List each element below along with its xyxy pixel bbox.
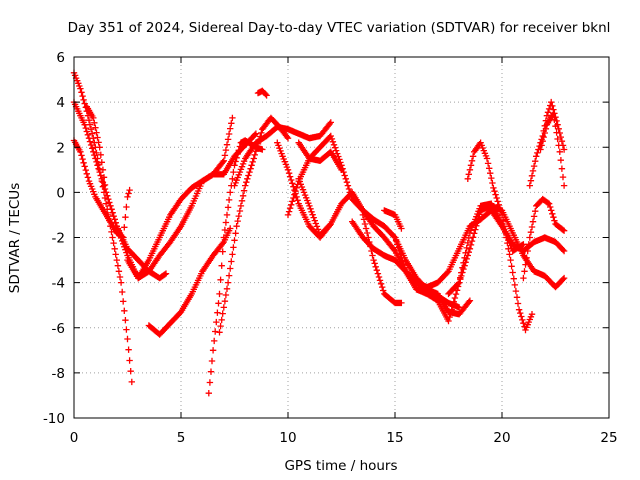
point-markers: [231, 119, 334, 189]
series-track-17: [381, 207, 405, 232]
series-track-16: [359, 211, 405, 307]
point-markers: [295, 139, 345, 173]
point-markers: [464, 139, 536, 334]
y-axis-label: SDTVAR / TECUs: [7, 183, 23, 293]
x-tick-label: 10: [279, 430, 296, 446]
point-markers: [526, 98, 568, 189]
data-points: [70, 69, 568, 397]
x-tick-label: 5: [177, 430, 186, 446]
point-markers: [295, 175, 334, 239]
series-track-21: [526, 98, 568, 189]
y-tick-label: -4: [52, 276, 65, 292]
point-markers: [145, 225, 234, 338]
chart-title: Day 351 of 2024, Sidereal Day-to-day VTE…: [68, 20, 611, 36]
series-track-22: [537, 110, 568, 189]
series-track-23: [520, 195, 568, 282]
point-markers: [520, 195, 568, 282]
x-tick-label: 20: [493, 430, 510, 446]
y-tick-label: -2: [52, 231, 65, 247]
series-track-20: [464, 139, 536, 334]
series-track-10: [254, 87, 270, 99]
y-tick-label: 4: [56, 95, 65, 111]
point-markers: [537, 110, 568, 189]
series-track-9: [231, 119, 334, 189]
point-markers: [254, 87, 270, 99]
x-axis-label: GPS time / hours: [284, 458, 397, 474]
y-tick-label: -10: [43, 411, 65, 427]
y-tick-label: -8: [52, 366, 65, 382]
y-tick-label: 0: [56, 185, 65, 201]
series-track-14: [295, 175, 334, 239]
axis-ticks: 0 5 10 15 20 25 -10 -8 -6 -4 -2 0 2 4 6: [43, 50, 618, 446]
x-tick-label: 25: [600, 430, 617, 446]
point-markers: [359, 211, 405, 307]
series-track-6: [145, 225, 234, 338]
series-track-13: [295, 139, 345, 173]
point-markers: [381, 207, 405, 232]
point-markers: [124, 130, 260, 282]
y-tick-label: 2: [56, 140, 65, 156]
series-track-5: [124, 130, 260, 282]
y-tick-label: -6: [52, 321, 65, 337]
x-tick-label: 0: [70, 430, 79, 446]
y-tick-label: 6: [56, 50, 65, 66]
x-tick-label: 15: [386, 430, 403, 446]
